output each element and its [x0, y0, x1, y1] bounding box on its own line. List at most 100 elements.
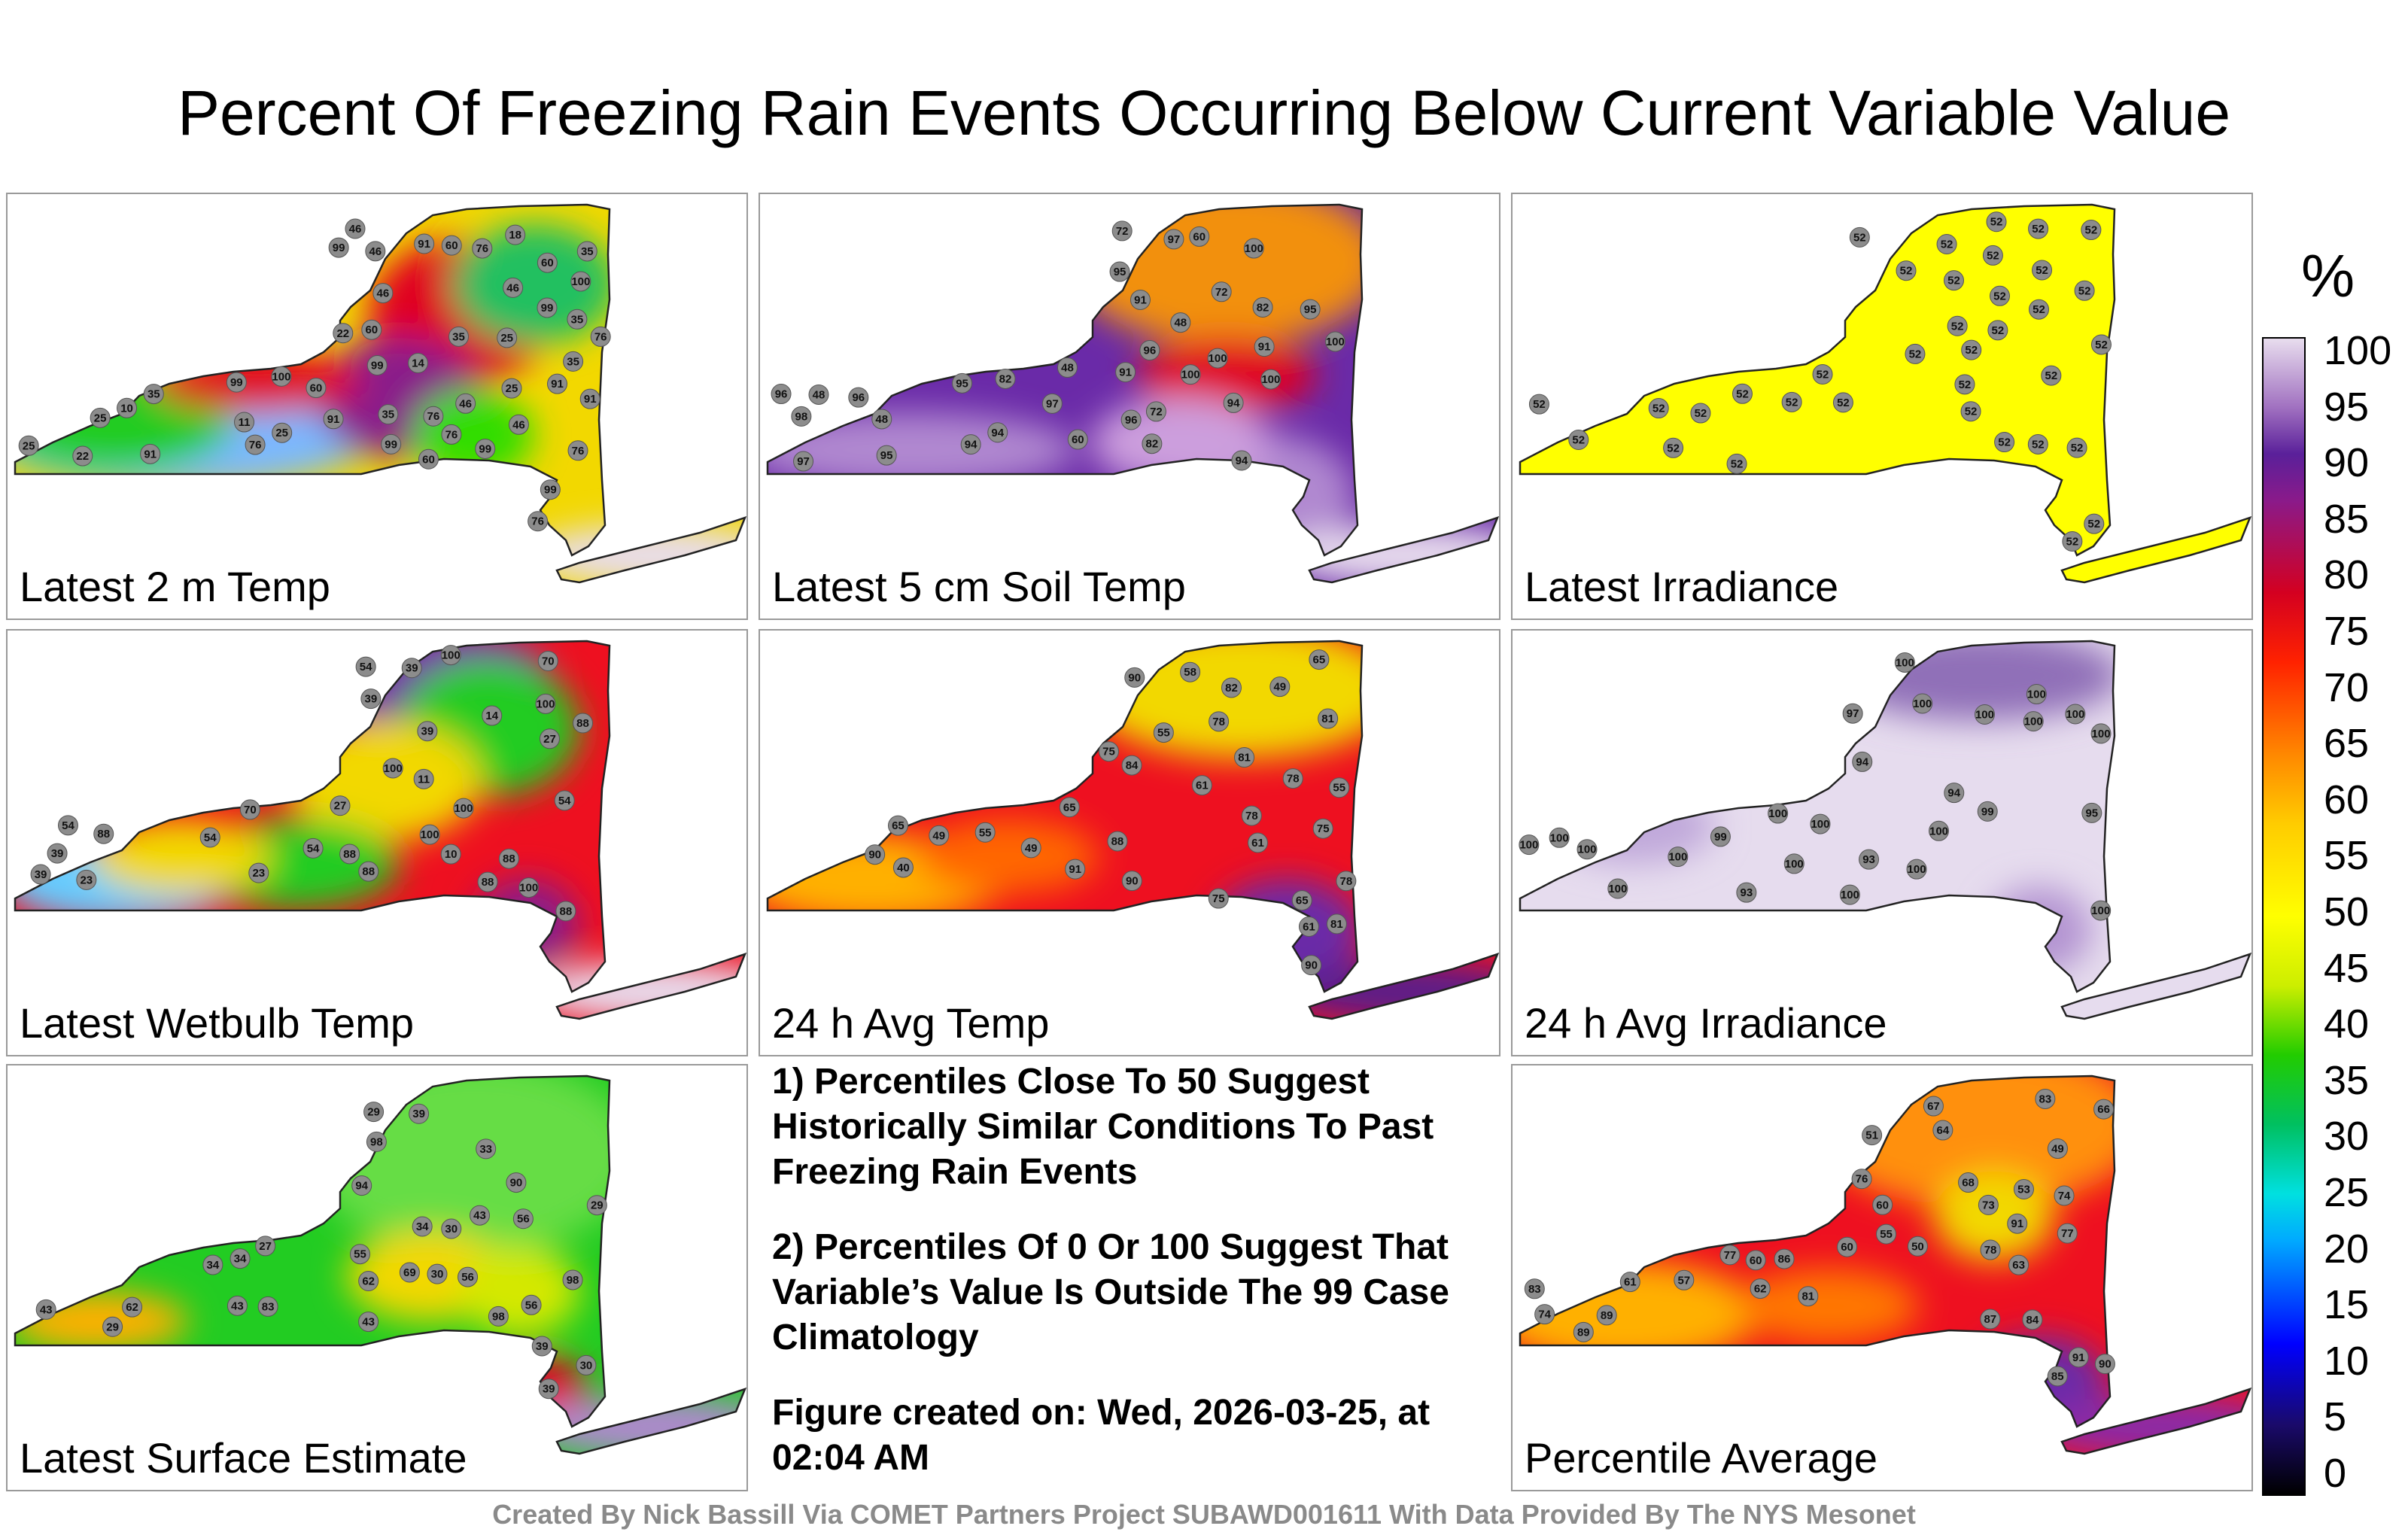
station-marker [2027, 433, 2048, 454]
station-value: 96 [852, 391, 865, 404]
station-value: 95 [880, 449, 893, 462]
station-marker [1750, 1278, 1771, 1299]
station-marker [1986, 211, 2007, 233]
station-marker [1832, 392, 1853, 413]
station-marker [518, 877, 540, 898]
station-marker [498, 848, 519, 869]
station-marker [2047, 1138, 2068, 1160]
station-value: 65 [1063, 801, 1076, 814]
station-marker [1596, 1305, 1617, 1326]
station-marker [365, 241, 386, 262]
station-value: 60 [1072, 433, 1084, 446]
station-value: 29 [591, 1199, 604, 1212]
station-marker [407, 353, 428, 374]
panel-percentile-average: 67 61 74 68 49 57 77 74 51 60 85 87 78 77 76 81 83 73 66 64… [1511, 1064, 2253, 1491]
station-value: 52 [1572, 433, 1585, 446]
station-marker [1170, 312, 1191, 333]
station-marker [423, 406, 444, 427]
station-marker [503, 277, 524, 298]
station-value: 100 [1768, 807, 1787, 820]
station-value: 96 [1125, 414, 1138, 427]
station-marker [1607, 878, 1628, 899]
station-marker [2090, 900, 2112, 921]
station-marker [1768, 803, 1789, 824]
station-marker [248, 862, 269, 883]
station-value: 94 [1236, 454, 1248, 467]
station-value: 100 [1811, 818, 1829, 831]
station-value: 84 [2026, 1314, 2039, 1327]
station-marker [1153, 722, 1174, 743]
station-value: 48 [1174, 317, 1187, 330]
station-marker [72, 445, 93, 467]
station-marker [2090, 723, 2112, 744]
station-marker [2094, 1354, 2115, 1375]
station-marker [2013, 1179, 2034, 1200]
station-marker [417, 721, 438, 742]
station-value: 39 [365, 693, 378, 706]
colorbar-tick: 20 [2324, 1226, 2370, 1272]
state-outline [2060, 1388, 2251, 1455]
station-marker [1120, 409, 1142, 430]
station-value: 52 [1652, 403, 1665, 415]
station-value: 76 [531, 515, 544, 528]
map-fill [768, 641, 1497, 1019]
station-marker [488, 1306, 509, 1327]
station-value: 65 [892, 819, 905, 832]
station-value: 43 [473, 1209, 486, 1222]
station-marker [1336, 871, 1357, 892]
colorbar-unit: % [2301, 242, 2355, 309]
station-marker [1732, 383, 1753, 404]
station-value: 78 [1212, 716, 1225, 728]
station-value: 95 [956, 377, 968, 390]
station-value: 27 [259, 1240, 272, 1253]
station-value: 34 [416, 1220, 429, 1233]
station-marker [1254, 336, 1275, 357]
station-value: 60 [310, 382, 323, 395]
station-value: 82 [1146, 438, 1159, 451]
station-marker [355, 656, 376, 677]
station-marker [366, 1131, 387, 1152]
station-value: 99 [333, 242, 345, 254]
station-value: 35 [567, 355, 579, 368]
station-value: 89 [1577, 1326, 1590, 1339]
state-outline [1308, 953, 1499, 1020]
colorbar-tick: 30 [2324, 1114, 2370, 1160]
station-value: 49 [1273, 681, 1286, 694]
station-value: 48 [875, 413, 888, 426]
station-value: 34 [234, 1253, 247, 1266]
station-value: 76 [476, 242, 488, 255]
nys-map: 76 60 99 46 22 22 76 76 35 99 91 91 99 35 46 35 76 60 46 76… [14, 203, 746, 584]
station-value: 52 [1947, 275, 1960, 287]
colorbar-tick: 100 [2324, 328, 2392, 373]
station-value: 87 [1984, 1313, 1996, 1326]
station-marker [1098, 741, 1119, 762]
station-value: 52 [1951, 320, 1964, 333]
station-marker [2022, 1309, 2043, 1330]
station-marker [537, 650, 558, 671]
nys-map: 93 94 95 99 100 100 100 100 94 93 100 100 100 100 100 9… [1519, 640, 2251, 1020]
nys-map: 52 52 52 52 52 52 52 52 52 52 52 52 52 52 52 52 52 52 52 52… [1519, 203, 2251, 584]
station-marker [1745, 1250, 1766, 1271]
station-value: 52 [2032, 438, 2045, 451]
station-marker [562, 1269, 583, 1290]
station-value: 10 [120, 402, 133, 415]
station-value: 52 [2033, 303, 2045, 316]
station-marker [2007, 1213, 2028, 1234]
station-marker [2074, 280, 2095, 301]
station-value: 91 [584, 393, 597, 406]
station-value: 81 [1321, 713, 1334, 725]
station-marker [35, 1299, 56, 1320]
station-marker [1839, 884, 1860, 905]
station-marker [887, 815, 908, 836]
station-marker [1907, 1236, 1928, 1257]
station-marker [1781, 391, 1802, 412]
station-marker [1549, 827, 1570, 848]
station-marker [1774, 1248, 1795, 1269]
station-marker [257, 1296, 278, 1317]
station-marker [1298, 916, 1319, 937]
station-marker [573, 713, 594, 734]
colorbar-tick: 65 [2324, 721, 2370, 767]
station-marker [1207, 348, 1228, 369]
station-marker [1519, 834, 1540, 856]
station-marker [1223, 392, 1244, 413]
